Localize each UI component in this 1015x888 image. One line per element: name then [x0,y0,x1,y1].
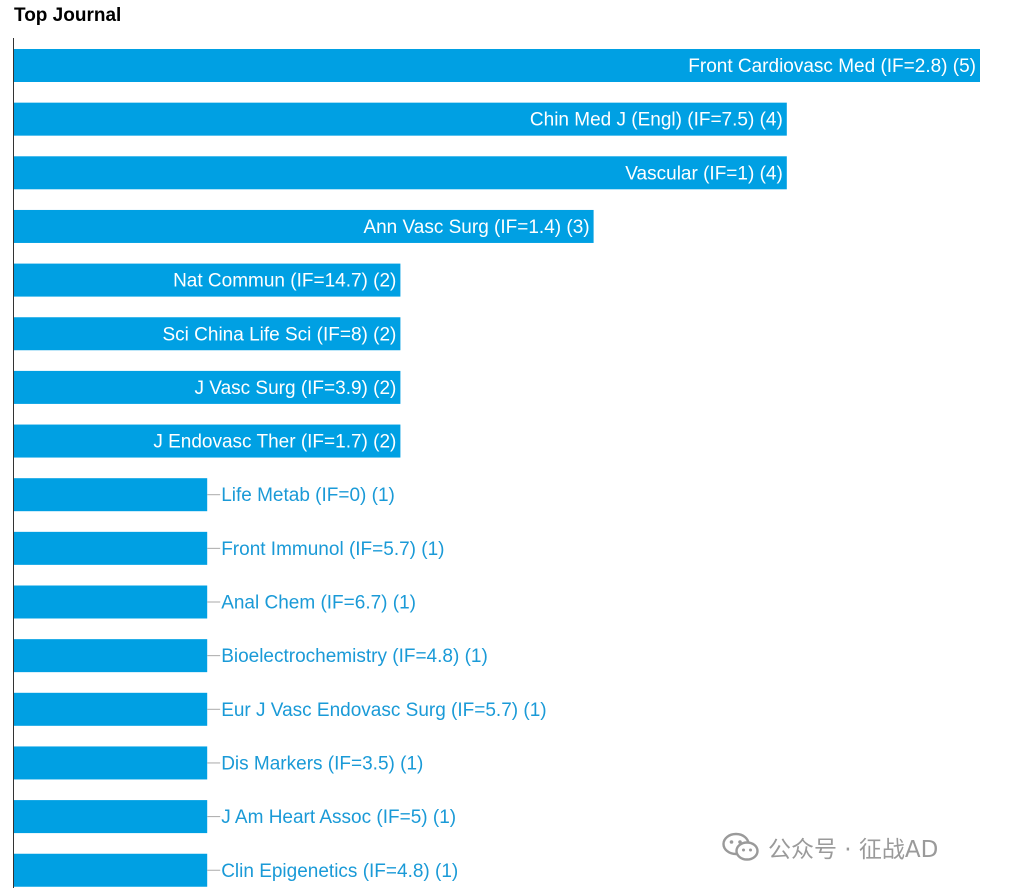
bar-label: Eur J Vasc Endovasc Surg (IF=5.7) (1) [221,700,546,721]
bar-label: Life Metab (IF=0) (1) [221,485,395,506]
bar [14,531,208,565]
bar [14,585,208,619]
bar [14,317,401,351]
bar [14,478,208,512]
bar-label: Front Immunol (IF=5.7) (1) [221,539,444,560]
watermark-text: 公众号 · 征战AD [768,837,939,863]
bar-label: Ann Vasc Surg (IF=1.4) (3) [363,217,589,238]
bar [14,209,594,243]
bar [14,424,401,458]
bar [14,800,208,834]
bar-label: J Vasc Surg (IF=3.9) (2) [195,378,397,399]
chart-title: Top Journal [14,5,122,26]
bar [14,49,980,82]
bar-label: Chin Med J (Engl) (IF=7.5) (4) [530,110,783,131]
bar [14,639,208,673]
bar-label: J Endovasc Ther (IF=1.7) (2) [153,432,396,453]
bar [14,102,787,136]
bar-label: Bioelectrochemistry (IF=4.8) (1) [221,646,488,667]
bar-label: Dis Markers (IF=3.5) (1) [221,753,423,774]
bar [14,263,401,297]
bar [14,746,208,780]
bar [14,156,787,190]
bar-label: Clin Epigenetics (IF=4.8) (1) [221,861,458,882]
wechat-icon [722,832,759,861]
bar-label: Front Cardiovasc Med (IF=2.8) (5) [688,56,976,77]
bar [14,370,401,404]
bar-label: Anal Chem (IF=6.7) (1) [221,593,416,614]
bar [14,692,208,726]
bar-label: Nat Commun (IF=14.7) (2) [173,271,396,292]
watermark: 公众号 · 征战AD [722,830,938,864]
bar [14,853,208,887]
bar-label: Vascular (IF=1) (4) [625,163,783,184]
bar-label: J Am Heart Assoc (IF=5) (1) [221,807,456,828]
bar-label: Sci China Life Sci (IF=8) (2) [163,324,397,345]
